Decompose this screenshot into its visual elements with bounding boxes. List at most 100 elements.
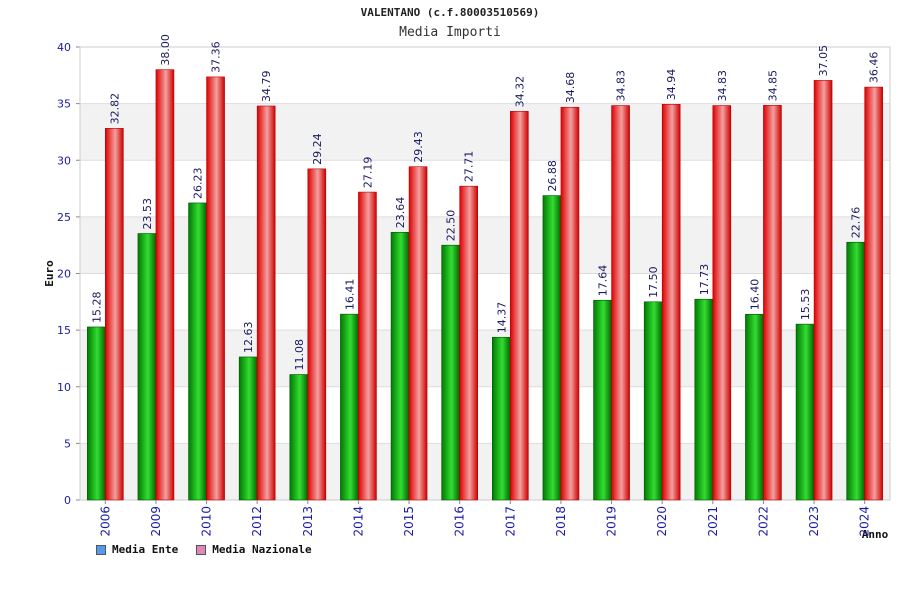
bar-media-ente	[795, 323, 815, 501]
bar-media-nazionale	[611, 105, 630, 501]
y-axis-label: Euro	[43, 260, 56, 287]
legend-swatch-media-ente	[96, 544, 106, 555]
bar-media-ente	[289, 374, 309, 501]
x-tick-label: 2020	[655, 506, 669, 537]
bar-media-ente	[441, 244, 460, 501]
chart-title: VALENTANO (c.f.80003510569)	[360, 6, 540, 19]
x-tick-label: 2013	[301, 506, 315, 537]
x-tick-label: 2022	[756, 506, 770, 537]
legend-swatch-media-nazionale	[196, 544, 207, 555]
data-label-media-nazionale: 37.36	[210, 41, 223, 73]
bar-media-ente	[87, 326, 106, 501]
bar-media-nazionale	[256, 105, 276, 501]
y-tick-label: 5	[64, 437, 71, 450]
data-label-media-ente: 11.08	[293, 339, 306, 371]
data-label-media-ente: 12.63	[242, 321, 255, 353]
x-tick-label: 2016	[453, 506, 467, 537]
data-label-media-ente: 17.73	[698, 264, 711, 296]
bar-media-ente	[188, 202, 207, 501]
data-label-media-ente: 23.64	[394, 197, 407, 229]
data-label-media-nazionale: 36.46	[868, 52, 881, 84]
data-label-media-nazionale: 34.79	[260, 71, 273, 103]
x-tick-label: 2024	[858, 506, 872, 537]
data-label-media-nazionale: 29.43	[412, 131, 425, 163]
legend-item-media-nazionale: Media Nazionale	[196, 543, 312, 556]
y-tick-label: 0	[64, 494, 71, 507]
bar-media-nazionale	[307, 168, 327, 501]
data-label-media-ente: 16.41	[343, 279, 356, 311]
data-label-media-ente: 17.64	[597, 265, 610, 297]
data-label-media-nazionale: 34.94	[665, 69, 678, 101]
legend: Media Ente Media Nazionale	[96, 543, 312, 556]
bar-media-nazionale	[661, 104, 681, 501]
x-tick-label: 2018	[554, 506, 568, 537]
bar-media-ente	[593, 299, 612, 501]
x-tick-label: 2015	[402, 506, 416, 537]
bar-media-ente	[542, 195, 562, 501]
bar-media-nazionale	[155, 69, 175, 501]
data-label-media-nazionale: 32.82	[108, 93, 121, 125]
y-tick-label: 20	[57, 268, 71, 281]
bar-media-ente	[137, 233, 157, 501]
x-tick-label: 2019	[605, 506, 619, 537]
x-tick-label: 2010	[200, 506, 214, 537]
bar-media-nazionale	[206, 76, 225, 501]
data-label-media-nazionale: 34.85	[766, 70, 779, 102]
data-label-media-ente: 22.50	[445, 210, 458, 242]
y-tick-label: 35	[57, 98, 71, 111]
bar-media-ente	[643, 301, 663, 501]
data-label-media-nazionale: 34.32	[513, 76, 526, 108]
bar-media-ente	[745, 313, 764, 501]
bar-media-ente	[340, 313, 359, 501]
data-label-media-nazionale: 34.68	[564, 72, 577, 104]
data-label-media-ente: 26.88	[546, 160, 559, 192]
x-tick-label: 2012	[250, 506, 264, 537]
data-label-media-ente: 16.40	[748, 279, 761, 311]
x-tick-label: 2021	[706, 506, 720, 537]
data-label-media-nazionale: 34.83	[716, 70, 729, 102]
x-tick-label: 2014	[351, 506, 365, 537]
data-label-media-nazionale: 27.19	[361, 157, 374, 189]
bar-media-ente	[492, 336, 511, 501]
bar-media-nazionale	[408, 166, 428, 501]
y-tick-label: 15	[57, 324, 71, 337]
data-label-media-nazionale: 29.24	[311, 133, 324, 165]
bar-media-ente	[390, 231, 410, 501]
data-label-media-nazionale: 38.00	[159, 34, 172, 66]
x-tick-label: 2017	[503, 506, 517, 537]
chart-subtitle: Media Importi	[399, 25, 501, 40]
data-label-media-ente: 14.37	[495, 302, 508, 334]
legend-item-media-ente: Media Ente	[96, 543, 178, 556]
data-label-media-nazionale: 34.83	[615, 70, 628, 102]
bar-media-nazionale	[105, 128, 124, 501]
legend-label-media-nazionale: Media Nazionale	[212, 543, 312, 556]
x-tick-label: 2023	[807, 506, 821, 537]
data-label-media-ente: 15.28	[90, 291, 103, 323]
data-label-media-nazionale: 27.71	[463, 151, 476, 183]
bar-media-ente	[238, 356, 258, 501]
bar-media-ente	[846, 241, 865, 501]
legend-label-media-ente: Media Ente	[112, 543, 179, 556]
x-tick-label: 2009	[149, 506, 163, 537]
x-tick-label: 2006	[98, 506, 112, 537]
bar-media-nazionale	[358, 191, 377, 501]
data-label-media-nazionale: 37.05	[817, 45, 830, 77]
bar-media-nazionale	[813, 80, 833, 501]
bar-media-nazionale	[459, 185, 478, 501]
data-label-media-ente: 22.76	[850, 207, 863, 239]
bar-media-nazionale	[510, 111, 529, 501]
y-tick-label: 30	[57, 154, 71, 167]
data-label-media-ente: 26.23	[192, 167, 205, 199]
bar-media-nazionale	[712, 105, 732, 501]
bar-media-ente	[694, 298, 714, 501]
bar-media-nazionale	[864, 86, 883, 501]
y-tick-label: 25	[57, 211, 71, 224]
bar-media-nazionale	[560, 106, 580, 501]
x-axis-label: Anno	[862, 528, 889, 541]
bar-media-nazionale	[763, 105, 782, 501]
y-tick-label: 10	[57, 381, 71, 394]
plot-area	[79, 46, 891, 501]
data-label-media-ente: 23.53	[141, 198, 154, 230]
y-tick-label: 40	[57, 41, 71, 54]
